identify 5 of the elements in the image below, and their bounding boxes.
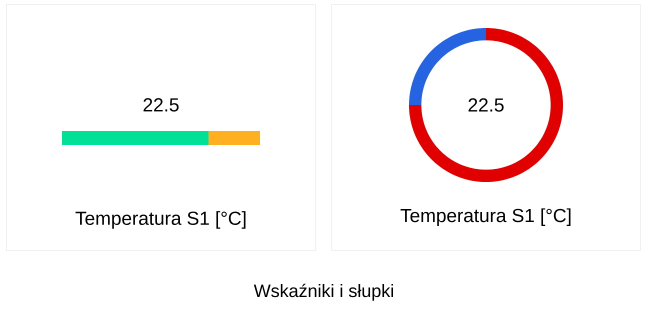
text: Temperatura S1 [°C] [76, 211, 246, 229]
text: Wskaźniki i słupki [254, 284, 394, 301]
text: Temperatura S1 [°C] [400, 208, 570, 226]
text: 22.5 [468, 98, 504, 112]
text: 22.5 [144, 98, 179, 112]
